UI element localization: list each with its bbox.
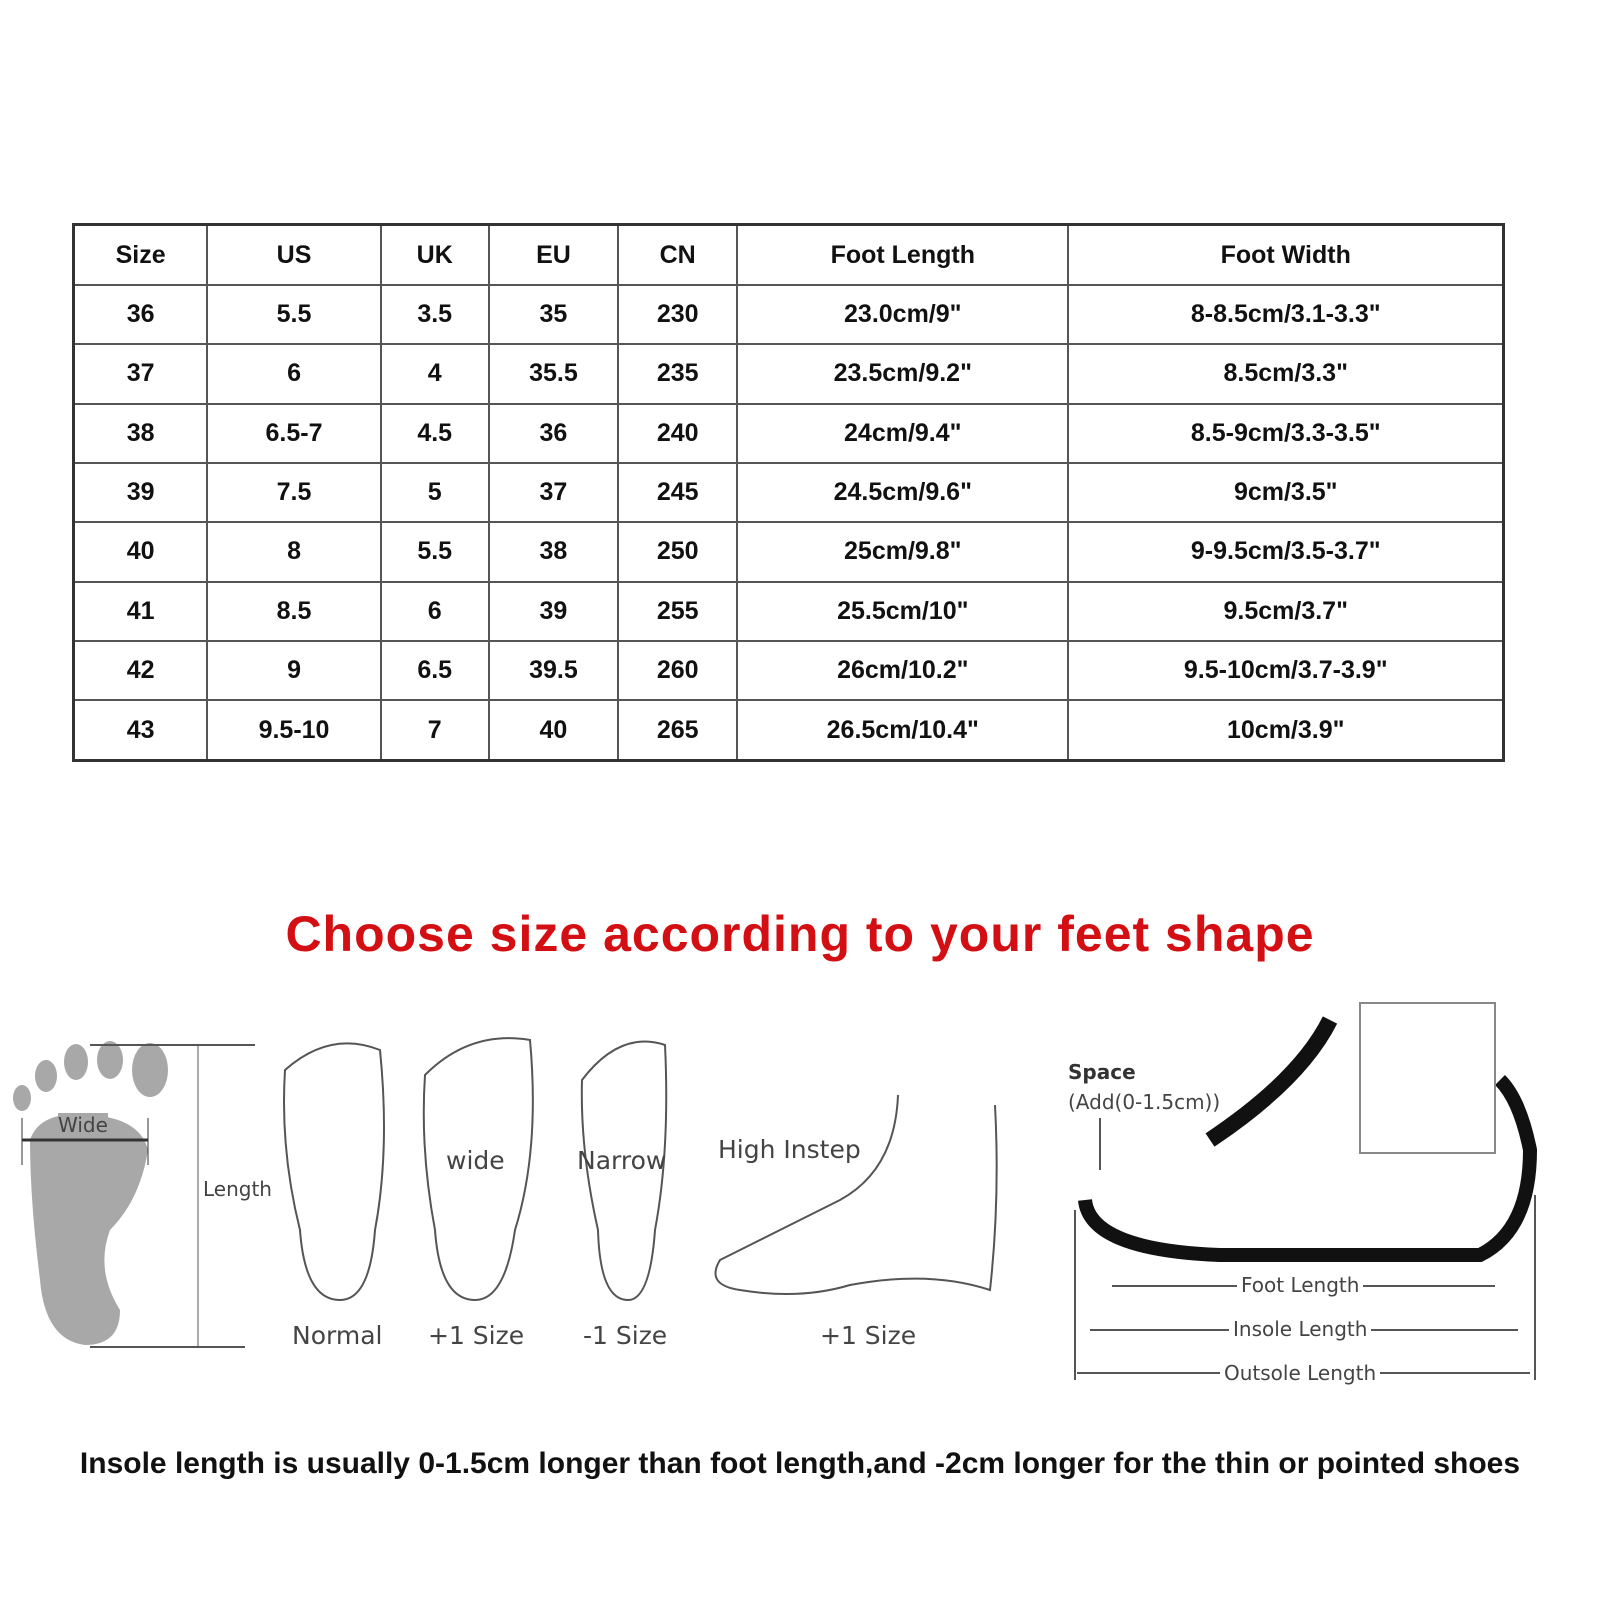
table-cell: 24cm/9.4" bbox=[736, 402, 1070, 464]
space-label: Space bbox=[1068, 1060, 1136, 1084]
narrow-arrow-label: Narrow bbox=[577, 1146, 667, 1175]
table-cell: 38 bbox=[72, 402, 209, 464]
table-cell: 40 bbox=[487, 699, 620, 762]
table-row: 41 8.5 6 39 255 25.5cm/10" 9.5cm/3.7" bbox=[72, 580, 1505, 642]
table-row: 42 9 6.5 39.5 260 26cm/10.2" 9.5-10cm/3.7-3.9" bbox=[72, 639, 1505, 702]
table-header-row: Size US UK EU CN Foot Length Foot Width bbox=[72, 223, 1505, 286]
table-cell: 35.5 bbox=[487, 343, 620, 405]
column-header: Foot Length bbox=[736, 223, 1070, 286]
table-cell: 9cm/3.5" bbox=[1067, 461, 1505, 524]
column-header: Foot Width bbox=[1067, 223, 1505, 286]
table-cell: 5 bbox=[379, 461, 490, 524]
table-cell: 39.5 bbox=[487, 639, 620, 702]
table-cell: 25.5cm/10" bbox=[736, 580, 1070, 642]
table-cell: 26.5cm/10.4" bbox=[736, 699, 1070, 762]
table-cell: 41 bbox=[72, 580, 209, 642]
table-cell: 38 bbox=[487, 521, 620, 583]
column-header: EU bbox=[487, 223, 620, 286]
column-header: CN bbox=[617, 223, 739, 286]
table-cell: 40 bbox=[72, 521, 209, 583]
table-row: 40 8 5.5 38 250 25cm/9.8" 9-9.5cm/3.5-3.7" bbox=[72, 521, 1505, 583]
table-row: 37 6 4 35.5 235 23.5cm/9.2" 8.5cm/3.3" bbox=[72, 343, 1505, 405]
wide-label: Wide bbox=[58, 1113, 108, 1137]
space-add-label: (Add(0-1.5cm)) bbox=[1068, 1090, 1221, 1114]
table-cell: 4 bbox=[379, 343, 490, 405]
table-cell: 9.5-10 bbox=[206, 699, 382, 762]
table-cell: 6.5-7 bbox=[206, 402, 382, 464]
column-header: Size bbox=[72, 223, 209, 286]
table-cell: 230 bbox=[617, 283, 739, 346]
table-cell: 235 bbox=[617, 343, 739, 405]
table-cell: 255 bbox=[617, 580, 739, 642]
table-cell: 39 bbox=[72, 461, 209, 524]
table-row: 39 7.5 5 37 245 24.5cm/9.6" 9cm/3.5" bbox=[72, 461, 1505, 524]
foot-length-label: Foot Length bbox=[1237, 1273, 1364, 1297]
table-cell: 37 bbox=[487, 461, 620, 524]
shoe-cross-section-icon bbox=[1078, 1075, 1538, 1262]
column-header: UK bbox=[379, 223, 490, 286]
table-cell: 36 bbox=[72, 283, 209, 346]
table-row: 43 9.5-10 7 40 265 26.5cm/10.4" 10cm/3.9" bbox=[72, 699, 1505, 762]
table-row: 36 5.5 3.5 35 230 23.0cm/9" 8-8.5cm/3.1-3.3" bbox=[72, 283, 1505, 346]
table-cell: 35 bbox=[487, 283, 620, 346]
table-row: 38 6.5-7 4.5 36 240 24cm/9.4" 8.5-9cm/3.3-3.5" bbox=[72, 402, 1505, 464]
insole-note: Insole length is usually 0-1.5cm longer … bbox=[79, 1447, 1521, 1480]
table-cell: 6.5 bbox=[379, 639, 490, 702]
normal-foot-icon bbox=[283, 1042, 385, 1302]
table-cell: 9.5-10cm/3.7-3.9" bbox=[1067, 639, 1505, 702]
table-cell: 4.5 bbox=[379, 402, 490, 464]
insole-length-label: Insole Length bbox=[1229, 1317, 1372, 1341]
table-cell: 23.5cm/9.2" bbox=[736, 343, 1070, 405]
table-cell: 7 bbox=[379, 699, 490, 762]
wide-foot-icon bbox=[422, 1037, 534, 1302]
table-cell: 9-9.5cm/3.5-3.7" bbox=[1067, 521, 1505, 583]
table-cell: 7.5 bbox=[206, 461, 382, 524]
table-cell: 39 bbox=[487, 580, 620, 642]
table-cell: 250 bbox=[617, 521, 739, 583]
guide-title: Choose size according to your feet shape bbox=[285, 906, 1315, 962]
table-cell: 3.5 bbox=[379, 283, 490, 346]
table-cell: 6 bbox=[379, 580, 490, 642]
high-instep-label: High Instep bbox=[718, 1135, 861, 1164]
table-cell: 8.5 bbox=[206, 580, 382, 642]
table-cell: 8.5-9cm/3.3-3.5" bbox=[1067, 402, 1505, 464]
table-cell: 245 bbox=[617, 461, 739, 524]
plus-one-size-label: +1 Size bbox=[428, 1321, 525, 1350]
gray-foot-icon bbox=[13, 1041, 168, 1345]
table-cell: 10cm/3.9" bbox=[1067, 699, 1505, 762]
table-cell: 5.5 bbox=[379, 521, 490, 583]
table-cell: 26cm/10.2" bbox=[736, 639, 1070, 702]
wide-arrow-label: wide bbox=[446, 1146, 505, 1175]
length-label: Length bbox=[203, 1177, 272, 1201]
table-cell: 5.5 bbox=[206, 283, 382, 346]
table-cell: 9.5cm/3.7" bbox=[1067, 580, 1505, 642]
table-cell: 23.0cm/9" bbox=[736, 283, 1070, 346]
table-cell: 8.5cm/3.3" bbox=[1067, 343, 1505, 405]
table-cell: 24.5cm/9.6" bbox=[736, 461, 1070, 524]
table-cell: 37 bbox=[72, 343, 209, 405]
narrow-foot-icon bbox=[580, 1040, 668, 1302]
table-cell: 42 bbox=[72, 639, 209, 702]
table-cell: 260 bbox=[617, 639, 739, 702]
instep-plus-one-size-label: +1 Size bbox=[820, 1321, 917, 1350]
column-header: US bbox=[206, 223, 382, 286]
table-cell: 43 bbox=[72, 699, 209, 762]
minus-one-size-label: -1 Size bbox=[583, 1321, 668, 1350]
table-cell: 8-8.5cm/3.1-3.3" bbox=[1067, 283, 1505, 346]
normal-label: Normal bbox=[292, 1321, 383, 1350]
high-instep-foot-icon bbox=[714, 1094, 998, 1295]
table-cell: 240 bbox=[617, 402, 739, 464]
table-cell: 8 bbox=[206, 521, 382, 583]
size-table: Size US UK EU CN Foot Length Foot Width 36 5.5 3… bbox=[72, 223, 1505, 762]
outsole-length-label: Outsole Length bbox=[1220, 1361, 1381, 1385]
table-cell: 36 bbox=[487, 402, 620, 464]
table-cell: 265 bbox=[617, 699, 739, 762]
table-cell: 25cm/9.8" bbox=[736, 521, 1070, 583]
table-cell: 6 bbox=[206, 343, 382, 405]
table-cell: 9 bbox=[206, 639, 382, 702]
